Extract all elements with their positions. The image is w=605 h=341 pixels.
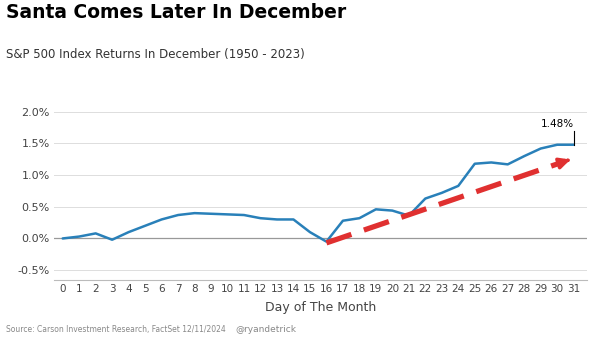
Text: Santa Comes Later In December: Santa Comes Later In December [6,3,346,23]
Text: S&P 500 Index Returns In December (1950 - 2023): S&P 500 Index Returns In December (1950 … [6,48,305,61]
X-axis label: Day of The Month: Day of The Month [265,301,376,314]
Text: Source: Carson Investment Research, FactSet 12/11/2024: Source: Carson Investment Research, Fact… [6,325,226,334]
Text: @ryandetrick: @ryandetrick [236,325,296,334]
Text: 1.48%: 1.48% [540,119,574,129]
